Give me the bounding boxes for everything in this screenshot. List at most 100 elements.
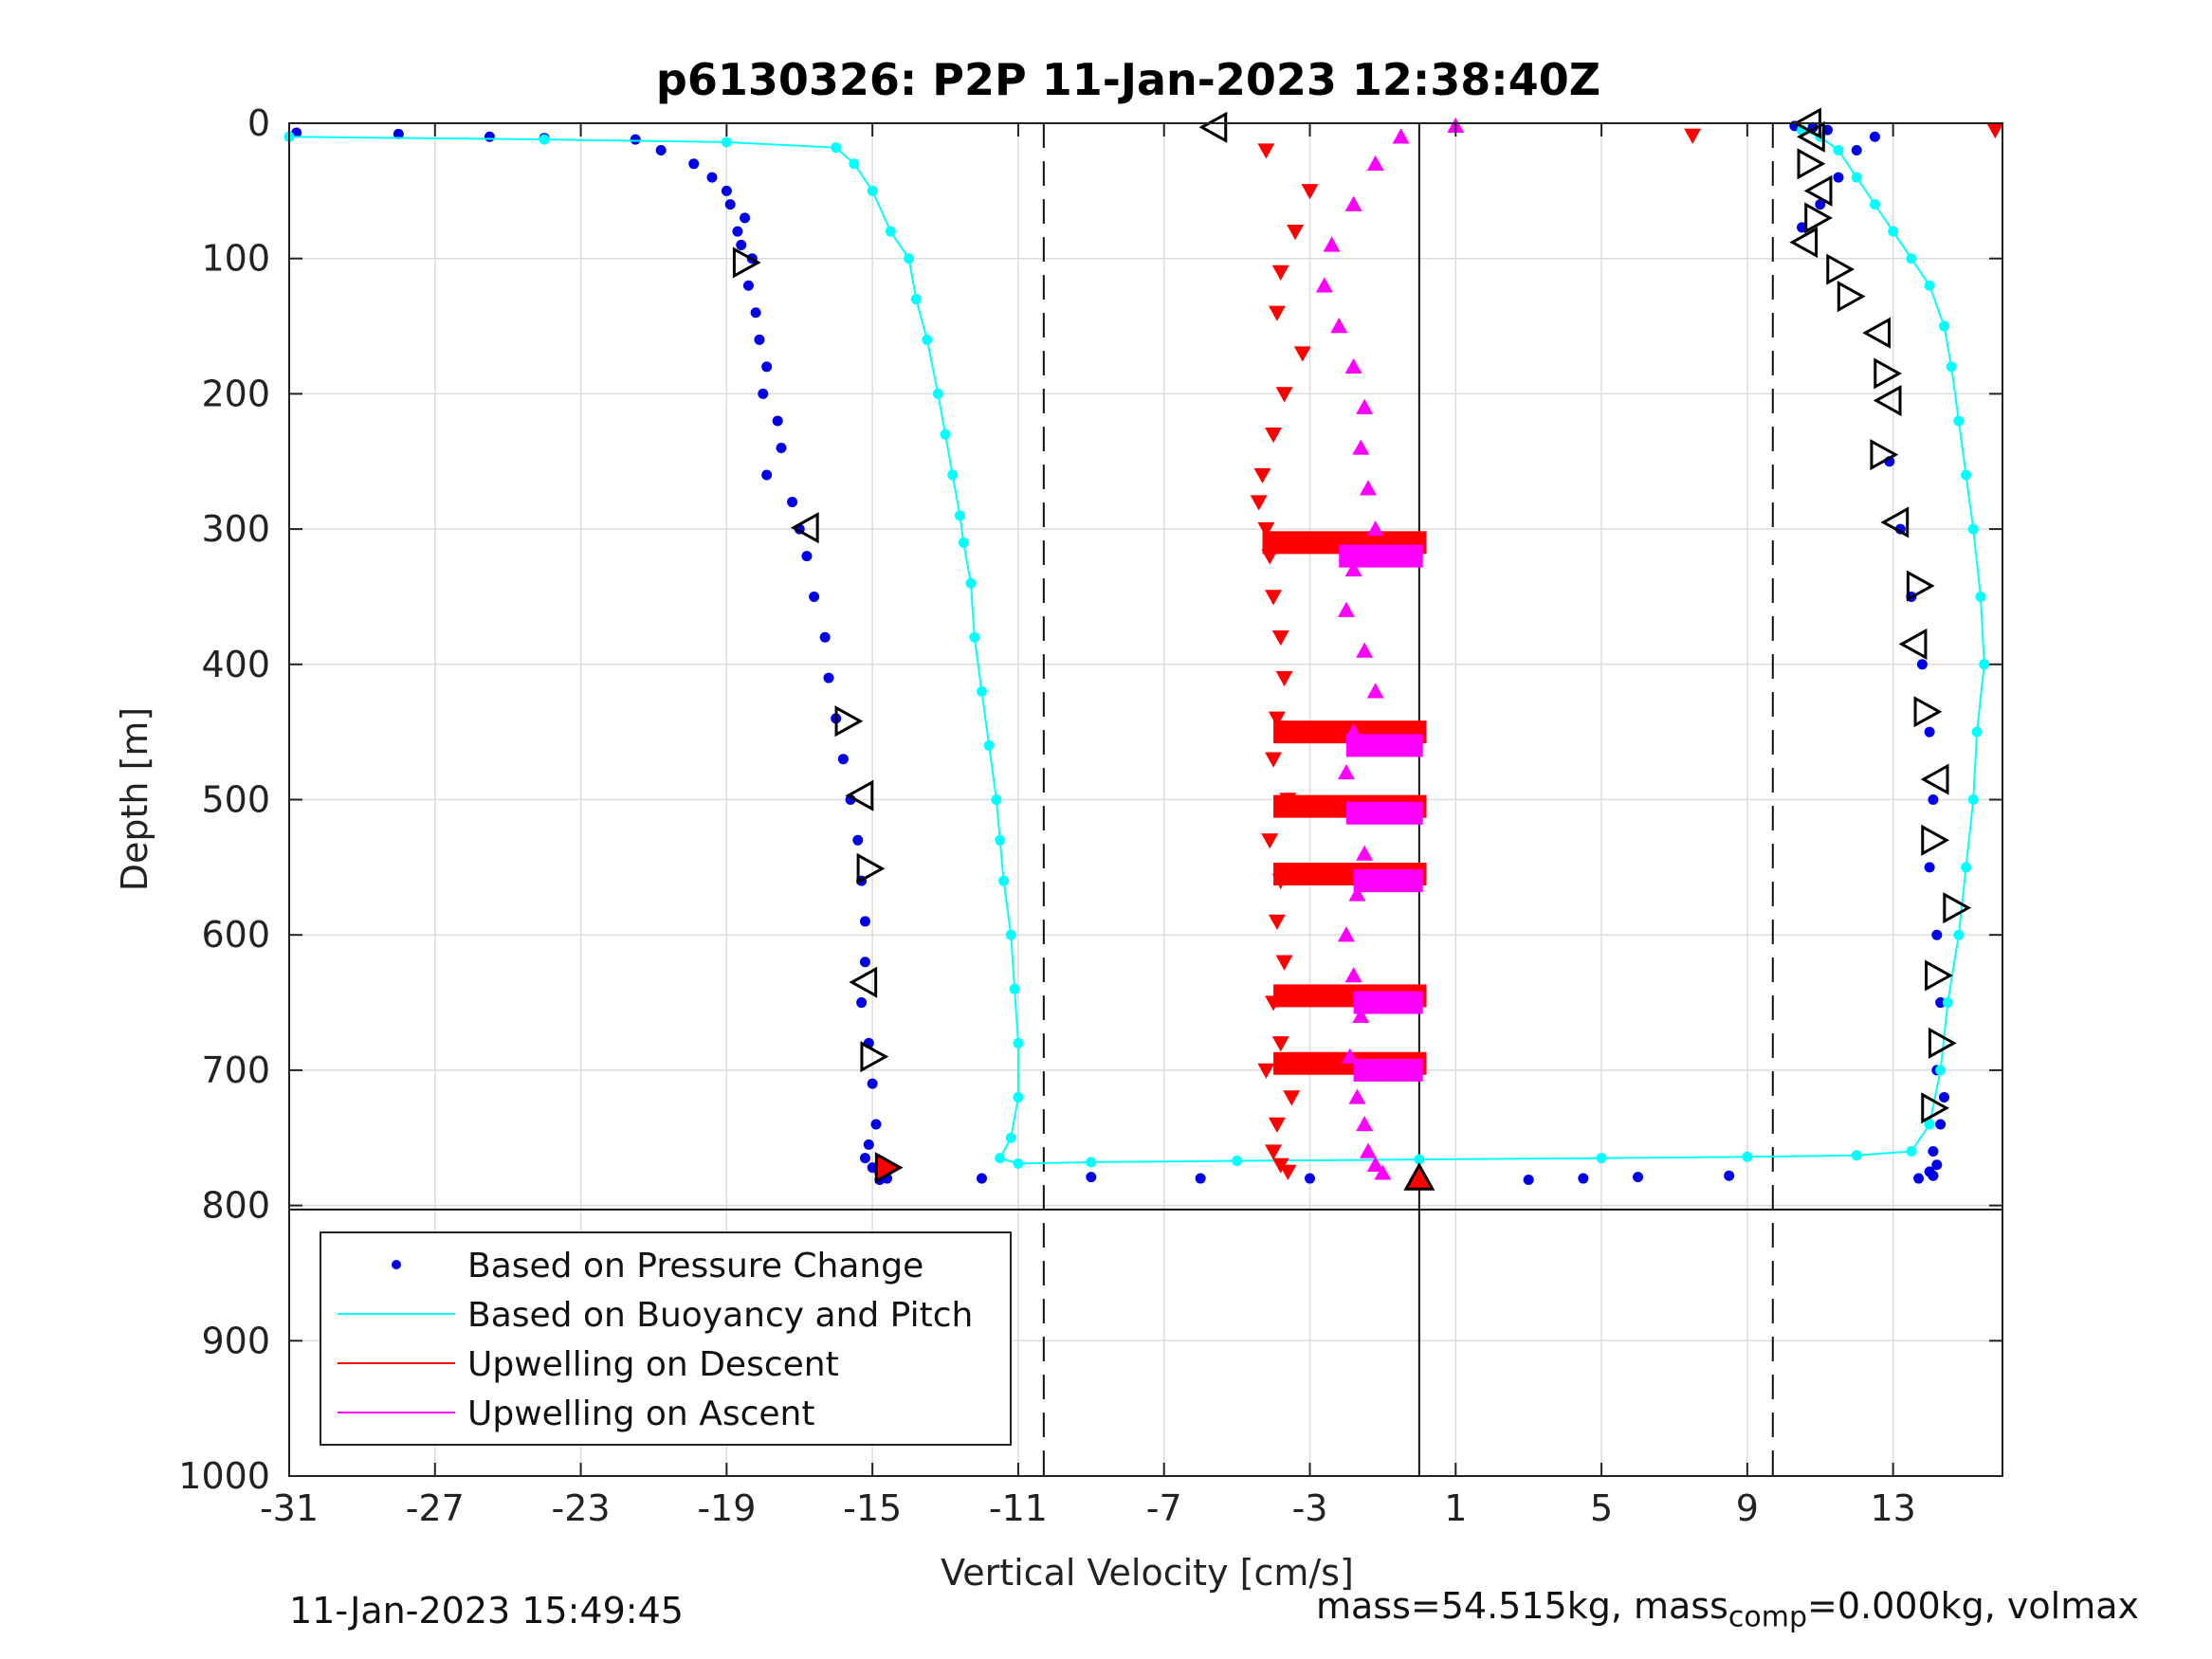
data-point <box>1257 521 1275 538</box>
data-point <box>1344 967 1362 983</box>
data-point <box>721 185 732 196</box>
data-point <box>1348 885 1366 902</box>
data-point <box>922 334 933 345</box>
marker-triangle <box>1804 202 1834 234</box>
legend-label: Based on Pressure Change <box>467 1247 923 1285</box>
data-point <box>870 1119 882 1130</box>
data-point <box>1833 145 1844 156</box>
data-point <box>863 1139 874 1150</box>
x-tick-label: -7 <box>1146 1487 1182 1529</box>
dense-band <box>1353 869 1423 893</box>
y-tick-label: 900 <box>201 1320 270 1361</box>
marker-triangle <box>1880 506 1910 538</box>
data-point <box>1924 280 1935 291</box>
data-point <box>1301 184 1319 200</box>
data-point <box>1268 1117 1286 1133</box>
data-point <box>995 1153 1006 1164</box>
marker-triangle <box>1873 384 1902 417</box>
marker-triangle <box>1920 763 1949 795</box>
data-point <box>539 134 550 145</box>
y-tick-label: 800 <box>201 1185 270 1227</box>
marker-triangle <box>856 852 886 884</box>
y-axis-label: Depth [m] <box>114 707 155 892</box>
data-point <box>1366 155 1384 172</box>
data-point <box>885 226 896 237</box>
series-1 <box>283 124 1990 1169</box>
data-point <box>1013 1037 1024 1048</box>
data-point <box>1337 763 1355 780</box>
data-point <box>867 185 878 196</box>
data-point <box>904 253 915 264</box>
marker-triangle <box>1797 148 1826 180</box>
series-0 <box>291 120 1949 1185</box>
y-tick-label: 700 <box>201 1049 270 1091</box>
data-point <box>1337 601 1355 617</box>
data-point <box>1352 1007 1370 1024</box>
marker-triangle <box>1803 174 1833 207</box>
data-point <box>1265 428 1283 444</box>
data-point <box>1374 1164 1392 1180</box>
data-point <box>1356 642 1374 658</box>
data-point <box>1279 793 1297 809</box>
data-point <box>706 172 718 183</box>
data-point <box>932 388 943 399</box>
data-point <box>1979 659 1990 670</box>
data-point <box>1344 560 1362 577</box>
data-point <box>837 754 849 765</box>
data-point <box>1271 264 1289 281</box>
data-point <box>1724 1170 1735 1181</box>
data-point <box>655 145 667 156</box>
data-point <box>852 834 864 846</box>
data-point <box>1366 1156 1384 1172</box>
data-point <box>1942 997 1953 1009</box>
data-point <box>1961 862 1972 873</box>
data-point <box>1931 929 1943 940</box>
data-point <box>1916 659 1928 670</box>
data-point <box>965 577 977 589</box>
mass-text-suffix: =0.000kg, volmax <box>1807 1585 2140 1627</box>
marker-triangle <box>1913 696 1943 728</box>
tick-labels: -31 -27 -23 -19 -15 -11 -7 -3 1 5 9 130100200300400… <box>178 102 2002 1529</box>
marker-triangle <box>1403 1161 1435 1191</box>
data-point <box>1005 929 1016 940</box>
marker-triangle <box>1943 892 1972 924</box>
data-point <box>1283 1090 1301 1106</box>
data-point <box>776 442 787 453</box>
data-point <box>1366 520 1384 537</box>
marker-triangle <box>845 779 874 811</box>
data-point <box>1833 172 1844 183</box>
data-point <box>1257 143 1275 159</box>
data-point <box>1946 361 1957 373</box>
data-point <box>1967 794 1979 805</box>
marker-triangle <box>1921 1092 1950 1124</box>
data-point <box>1232 1156 1243 1167</box>
marker-triangle <box>1837 281 1866 313</box>
data-point <box>831 142 842 154</box>
data-point <box>1851 172 1862 183</box>
data-point <box>1356 398 1374 414</box>
buoyancy-line <box>288 129 1985 1165</box>
data-point <box>1971 726 1983 738</box>
data-point <box>1268 914 1286 930</box>
marker-triangle <box>1921 824 1950 856</box>
marker-triangle <box>1826 253 1856 285</box>
data-point <box>1523 1174 1534 1185</box>
data-point <box>1195 1173 1206 1184</box>
marker-triangle <box>1928 1027 1957 1059</box>
data-point <box>393 128 404 139</box>
data-point <box>1352 804 1370 820</box>
legend-swatch <box>392 1260 401 1269</box>
data-point <box>1953 929 1965 940</box>
data-point <box>484 131 495 142</box>
legend-label: Based on Buoyancy and Pitch <box>467 1296 973 1335</box>
marker-triangle <box>1870 439 1899 471</box>
data-point <box>856 997 868 1009</box>
data-point <box>1275 670 1293 687</box>
marker-triangle <box>732 246 761 279</box>
data-point <box>1265 590 1283 606</box>
chart-title: p6130326: P2P 11-Jan-2023 12:38:40Z <box>656 54 1600 105</box>
data-point <box>1287 224 1305 241</box>
marker-triangle <box>849 966 878 998</box>
data-point <box>859 957 870 968</box>
data-point <box>1250 495 1268 511</box>
